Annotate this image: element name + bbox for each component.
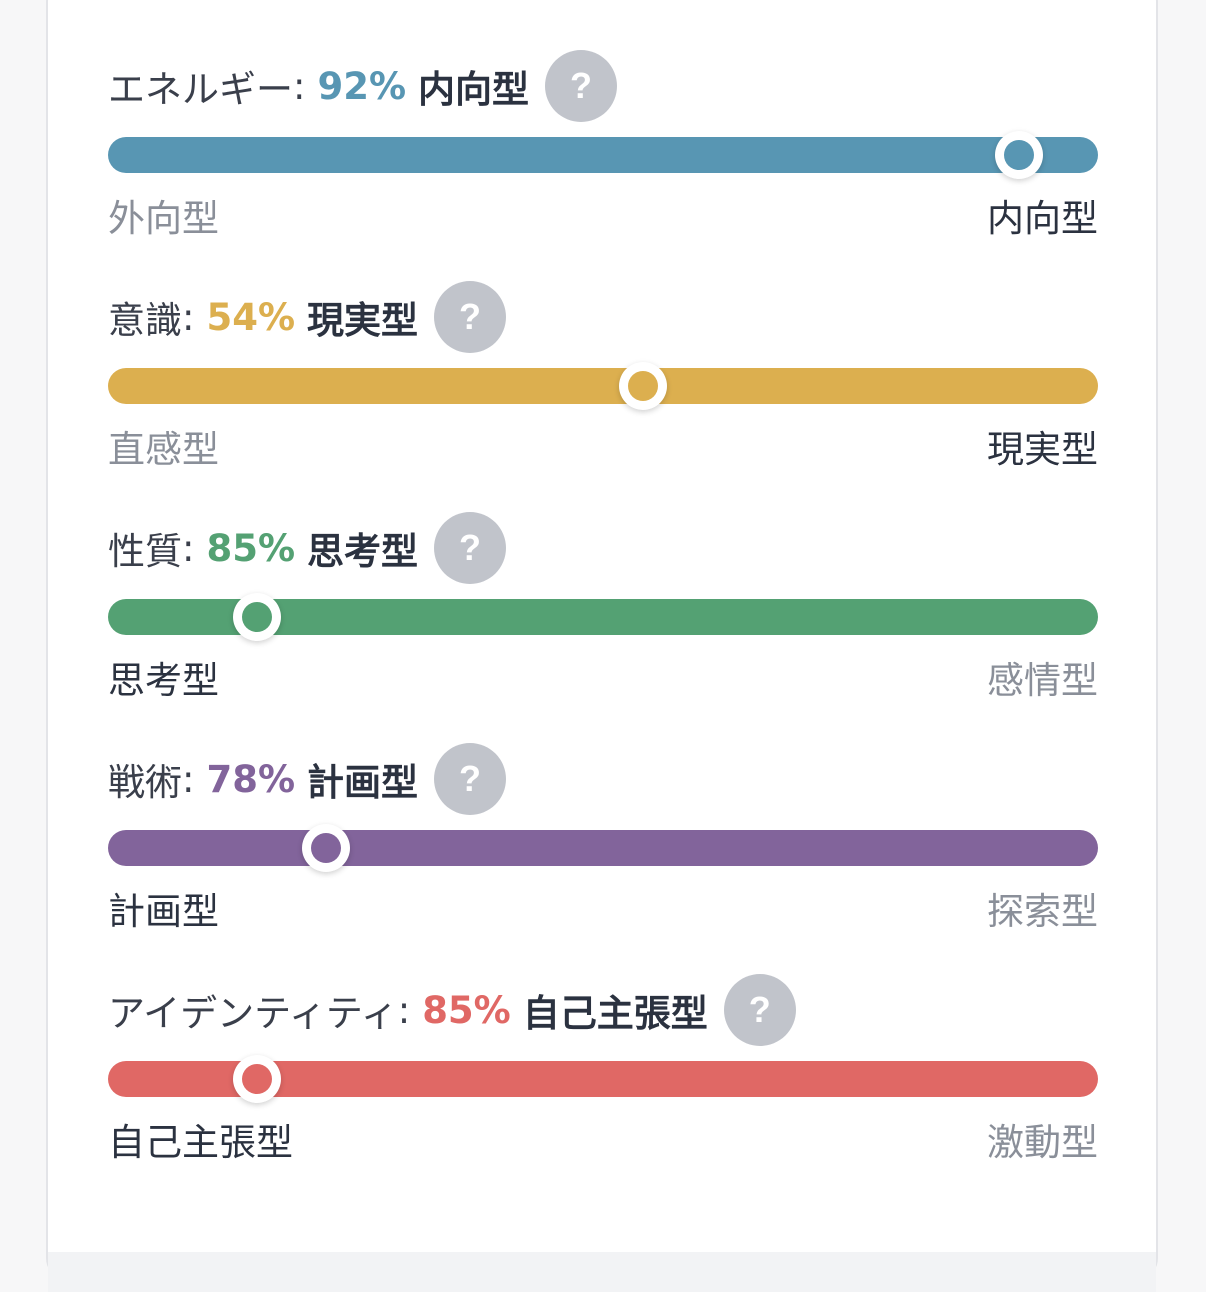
trait-result: 計画型 [307,761,419,804]
trait-label: エネルギー [108,68,293,111]
trait-nature: 性質 : 85% 思考型 ? 思考型 感情型 [108,512,1098,712]
help-button[interactable]: ? [545,50,618,122]
trait-colon: : [397,988,411,1032]
question-mark-icon: ? [459,758,482,799]
trait-result: 自己主張型 [522,992,708,1035]
question-mark-icon: ? [459,296,482,337]
trait-slider-track [108,1055,1098,1103]
help-button[interactable]: ? [434,743,507,815]
trait-slider-thumb-dot [310,833,341,863]
trait-label: アイデンティティ [108,992,398,1035]
help-button[interactable]: ? [434,281,507,353]
trait-left-pole: 計画型 [108,890,219,933]
trait-slider-thumb-dot [1003,140,1034,170]
trait-slider-thumb[interactable] [301,824,350,872]
trait-identity: アイデンティティ : 85% 自己主張型 ? 自己主張型 激動型 [108,974,1098,1174]
trait-right-pole: 激動型 [987,1121,1098,1164]
trait-energy: エネルギー : 92% 内向型 ? 外向型 内向型 [108,50,1098,250]
trait-slider-track [108,824,1098,872]
trait-right-pole: 内向型 [987,197,1098,240]
trait-header: エネルギー : 92% 内向型 ? [108,50,618,122]
help-button[interactable]: ? [434,512,507,584]
trait-header: アイデンティティ : 85% 自己主張型 ? [108,974,796,1046]
trait-slider-thumb-dot [627,371,658,401]
trait-header: 戦術 : 78% 計画型 ? [108,743,507,815]
trait-percent: 78% [206,757,296,801]
trait-slider-thumb-dot [241,602,272,632]
trait-result: 現実型 [307,299,419,342]
help-button[interactable]: ? [723,974,796,1046]
trait-slider-thumb[interactable] [618,362,667,410]
trait-slider-thumb[interactable] [994,131,1043,179]
trait-label: 意識 [108,299,182,342]
trait-colon: : [182,295,195,339]
trait-label: 性質 [108,530,182,573]
trait-percent: 92% [317,64,407,108]
trait-slider-thumb[interactable] [232,593,281,641]
trait-slider-thumb-dot [241,1064,272,1094]
trait-label: 戦術 [108,761,182,804]
trait-left-pole: 直感型 [108,428,219,471]
trait-left-pole: 思考型 [108,659,219,702]
trait-result: 思考型 [307,530,419,573]
trait-tactics: 戦術 : 78% 計画型 ? 計画型 探索型 [108,743,1098,943]
trait-slider-track [108,593,1098,641]
trait-result: 内向型 [418,68,530,111]
trait-header: 性質 : 85% 思考型 ? [108,512,507,584]
trait-mind: 意識 : 54% 現実型 ? 直感型 現実型 [108,281,1098,481]
trait-slider-track [108,362,1098,410]
trait-right-pole: 探索型 [987,890,1098,933]
trait-right-pole: 感情型 [987,659,1098,702]
question-mark-icon: ? [459,527,482,568]
trait-slider-thumb[interactable] [232,1055,281,1103]
trait-left-pole: 外向型 [108,197,219,240]
trait-left-pole: 自己主張型 [108,1121,293,1164]
card-footer [48,1252,1156,1292]
trait-percent: 85% [422,988,511,1032]
trait-slider-track [108,131,1098,179]
trait-percent: 85% [206,526,296,570]
trait-colon: : [182,526,195,570]
trait-percent: 54% [206,295,296,339]
question-mark-icon: ? [748,989,771,1030]
trait-colon: : [182,757,195,801]
trait-colon: : [293,64,306,108]
trait-header: 意識 : 54% 現実型 ? [108,281,507,353]
question-mark-icon: ? [570,65,593,106]
trait-right-pole: 現実型 [987,428,1098,471]
